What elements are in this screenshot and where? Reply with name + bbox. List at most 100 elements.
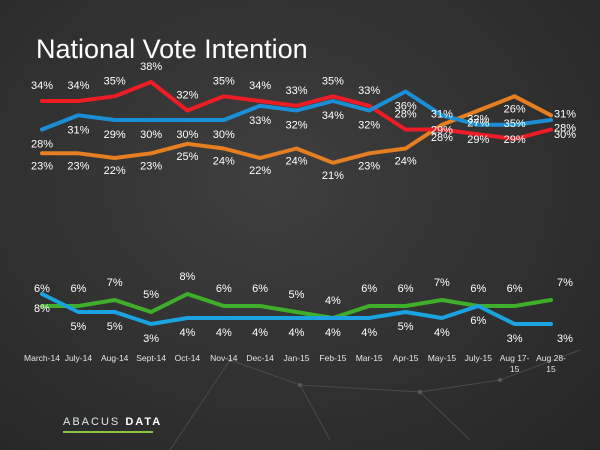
x-tick-label: May-15 [428,353,457,363]
data-label-cyan: 5% [70,321,86,333]
data-label-red: 35% [504,118,526,130]
x-tick-label: March-14 [24,353,60,363]
data-label-red: 31% [554,109,576,121]
data-label-orange: 25% [176,151,198,163]
data-label-blue: 30% [554,129,576,141]
x-tick-label: Sept-14 [136,353,166,363]
data-label-green: 5% [289,289,305,301]
data-label-green: 6% [398,283,414,295]
x-tick-label: Aug-14 [101,353,129,363]
data-label-green: 6% [70,283,86,295]
data-label-orange: 22% [104,165,126,177]
data-label-green: 7% [434,277,450,289]
data-label-cyan: 6% [470,315,486,327]
data-label-blue: 30% [140,129,162,141]
logo-part1: ABACUS [63,416,121,428]
data-label-cyan: 4% [361,327,377,339]
x-tick-label: Feb-15 [319,353,346,363]
abacus-data-logo: ABACUS DATA [63,416,162,428]
data-label-orange: 22% [249,165,271,177]
data-label-blue: 29% [104,129,126,141]
data-label-red: 32% [467,113,489,125]
data-label-red: 34% [67,80,89,92]
x-tick-label: Dec-14 [246,353,274,363]
data-label-green: 6% [34,283,50,295]
series-line-red [40,80,553,141]
data-label-green: 8% [179,271,195,283]
series-line-orange [40,94,553,165]
data-label-blue: 36% [395,101,417,113]
x-tick-label: July-15 [465,353,493,363]
data-label-red: 34% [249,80,271,92]
data-label-green: 6% [507,283,523,295]
data-label-blue: 32% [358,120,380,132]
data-label-orange: 23% [31,160,53,172]
data-label-cyan: 8% [34,303,50,315]
data-label-cyan: 4% [179,327,195,339]
data-label-cyan: 4% [434,327,450,339]
x-tick-label: Mar-15 [356,353,383,363]
data-label-green: 6% [470,283,486,295]
data-label-orange: 23% [67,160,89,172]
data-label-blue: 29% [467,134,489,146]
data-label-red: 34% [31,80,53,92]
logo-underline [63,431,153,433]
data-label-blue: 31% [67,124,89,136]
data-label-green: 5% [143,289,159,301]
data-label-cyan: 3% [557,333,573,345]
data-label-green: 6% [216,283,232,295]
data-label-red: 35% [322,75,344,87]
data-label-red: 33% [358,85,380,97]
data-label-green: 7% [557,277,573,289]
x-tick-label: Nov-14 [210,353,238,363]
decorative-network [169,349,581,450]
data-label-cyan: 4% [325,327,341,339]
logo-part2: DATA [125,416,163,428]
chart-title: National Vote Intention [36,34,308,64]
data-label-orange: 23% [140,160,162,172]
data-label-red: 31% [431,109,453,121]
data-label-blue: 30% [176,129,198,141]
data-label-red: 28% [395,109,417,121]
data-label-blue: 29% [504,134,526,146]
data-label-red: 38% [140,61,162,73]
series-line-blue [40,89,553,132]
data-label-blue: 33% [249,115,271,127]
data-label-cyan: 3% [143,333,159,345]
data-label-orange: 27% [467,118,489,130]
data-label-orange: 21% [322,170,344,182]
data-label-cyan: 4% [289,327,305,339]
data-label-blue: 30% [213,129,235,141]
data-label-green: 7% [107,277,123,289]
data-label-blue: 29% [431,124,453,136]
data-label-cyan: 5% [398,321,414,333]
x-tick-label: Oct-14 [175,353,201,363]
data-label-orange: 26% [504,103,526,115]
x-tick-label: July-14 [65,353,93,363]
data-label-red: 32% [176,90,198,102]
data-label-cyan: 3% [507,333,523,345]
data-label-green: 6% [361,283,377,295]
data-label-green: 6% [252,283,268,295]
data-label-cyan: 5% [107,321,123,333]
data-label-red: 33% [285,85,307,97]
data-label-orange: 28% [554,122,576,134]
x-tick-label: Apr-15 [393,353,419,363]
data-label-green: 4% [325,295,341,307]
data-label-cyan: 4% [216,327,232,339]
x-tick-label: Jan-15 [284,353,310,363]
data-label-orange: 23% [358,160,380,172]
data-label-orange: 24% [395,156,417,168]
data-label-cyan: 4% [252,327,268,339]
x-tick-label: Aug 17-15 [500,353,530,374]
data-label-orange: 24% [285,156,307,168]
data-label-orange: 24% [213,156,235,168]
plot-area: 34% 34% 35%38%32%35% 34% 33%35%33%28% 31% 32% 3… [24,61,576,374]
data-label-blue: 28% [31,139,53,151]
x-tick-label: Aug 28-15 [536,353,566,374]
data-label-red: 35% [213,75,235,87]
data-label-orange: 28% [431,132,453,144]
series-line-green [40,292,553,320]
